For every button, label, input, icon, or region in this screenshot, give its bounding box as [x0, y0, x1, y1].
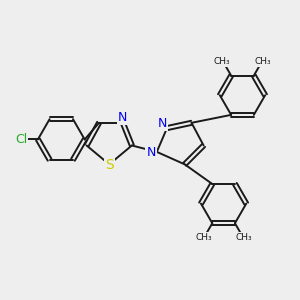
Text: N: N: [158, 117, 167, 130]
Text: S: S: [106, 158, 114, 172]
Text: CH₃: CH₃: [214, 57, 231, 66]
Text: Cl: Cl: [15, 133, 27, 146]
Text: CH₃: CH₃: [195, 233, 212, 242]
Text: N: N: [146, 146, 156, 159]
Text: N: N: [118, 111, 128, 124]
Text: CH₃: CH₃: [254, 57, 271, 66]
Text: CH₃: CH₃: [236, 233, 252, 242]
